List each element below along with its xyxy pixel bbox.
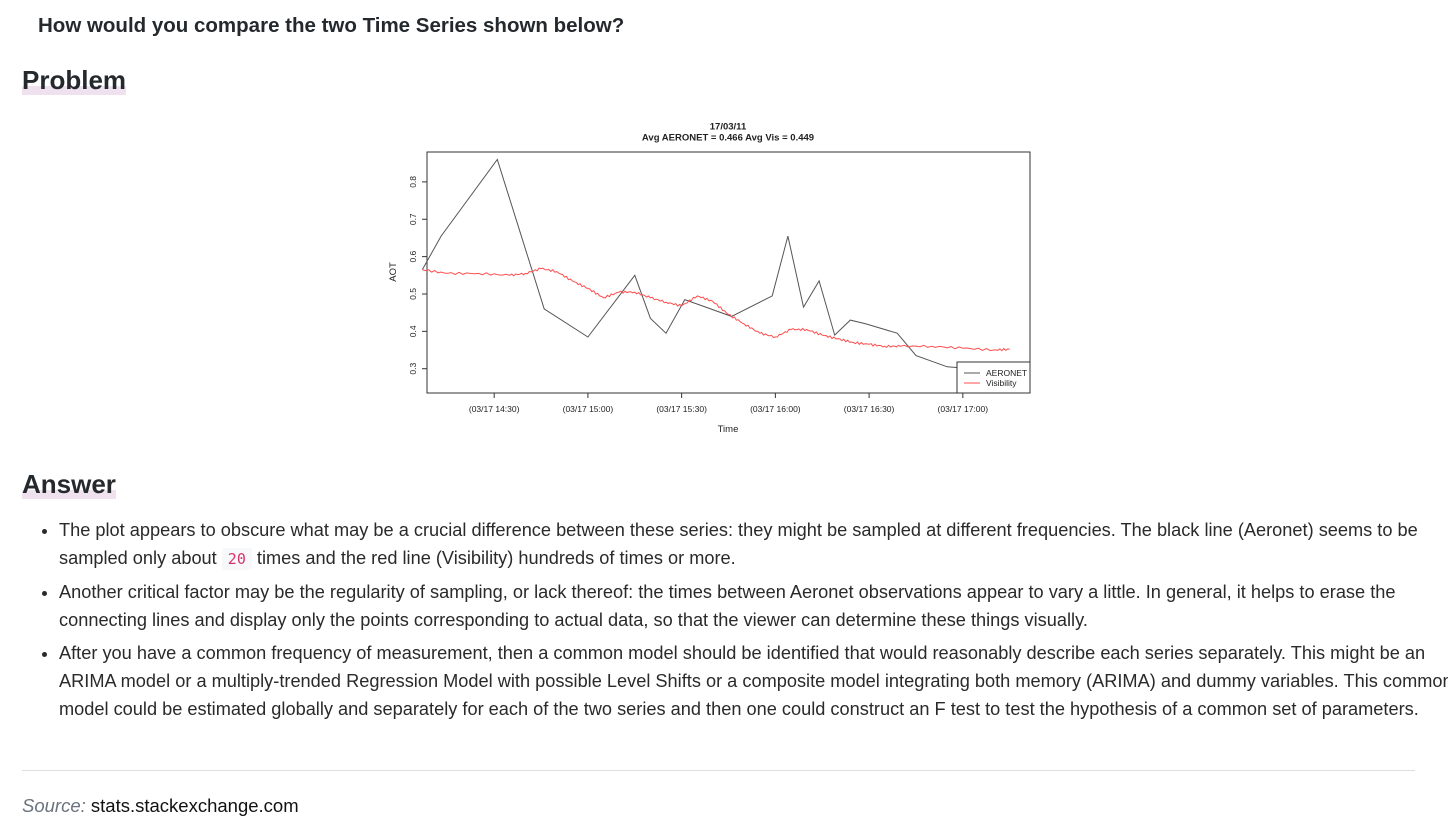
- chart-subtitle: Avg AERONET = 0.466 Avg Vis = 0.449: [642, 133, 814, 144]
- x-axis: (03/17 14:30) (03/17 15:00) (03/17 15:30) (…: [469, 393, 988, 414]
- answer-heading: Answer: [22, 469, 116, 499]
- source-link[interactable]: stats.stackexchange.com: [90, 795, 299, 816]
- series-layer: [421, 158, 1010, 373]
- x-tick-label: (03/17 15:30): [656, 404, 707, 414]
- y-tick-label: 0.7: [408, 213, 418, 225]
- source-attribution: Source: stats.stackexchange.com: [22, 795, 299, 817]
- x-tick-label: (03/17 16:30): [844, 404, 895, 414]
- y-tick-label: 0.3: [408, 363, 418, 375]
- y-axis: 0.3 0.4 0.5 0.6 0.7 0.8: [408, 176, 427, 375]
- legend-box: [956, 361, 1031, 394]
- answer-item-common-model: After you have a common frequency of mea…: [59, 639, 1448, 723]
- x-tick-label: (03/17 17:00): [938, 404, 989, 414]
- legend-label-visibility: Visibility: [986, 378, 1017, 388]
- series-line-aeronet: [421, 158, 1004, 373]
- question-title: How would you compare the two Time Serie…: [38, 14, 625, 37]
- problem-heading: Problem: [22, 65, 127, 95]
- answer-item-text: times and the red line (Visibility) hund…: [251, 548, 736, 568]
- x-tick-label: (03/17 15:00): [563, 404, 614, 414]
- y-tick-label: 0.4: [408, 325, 418, 337]
- y-tick-label: 0.5: [408, 288, 418, 300]
- chart-legend: AERONET Visibility: [956, 361, 1031, 394]
- answer-list: The plot appears to obscure what may be …: [22, 516, 1448, 728]
- answer-item-sampling-frequency: The plot appears to obscure what may be …: [59, 516, 1448, 573]
- source-label: Source:: [22, 795, 86, 816]
- time-series-figure: 17/03/11 Avg AERONET = 0.466 Avg Vis = 0…: [380, 116, 1060, 446]
- inline-code: 20: [221, 548, 252, 570]
- answer-item-sampling-regularity: Another critical factor may be the regul…: [59, 578, 1448, 634]
- answer-item-text: The plot appears to obscure what may be …: [59, 520, 1418, 568]
- series-line-visibility: [422, 267, 1010, 352]
- x-axis-label: Time: [718, 424, 739, 435]
- x-tick-label: (03/17 14:30): [469, 404, 520, 414]
- y-axis-label: AOT: [388, 262, 399, 282]
- y-tick-label: 0.8: [408, 176, 418, 188]
- time-series-chart: 17/03/11 Avg AERONET = 0.466 Avg Vis = 0…: [388, 122, 1031, 435]
- y-tick-label: 0.6: [408, 250, 418, 262]
- x-tick-label: (03/17 16:00): [750, 404, 801, 414]
- divider: [22, 770, 1415, 771]
- plot-frame: [426, 151, 1031, 394]
- chart-title: 17/03/11: [710, 122, 747, 133]
- legend-label-aeronet: AERONET: [986, 368, 1027, 378]
